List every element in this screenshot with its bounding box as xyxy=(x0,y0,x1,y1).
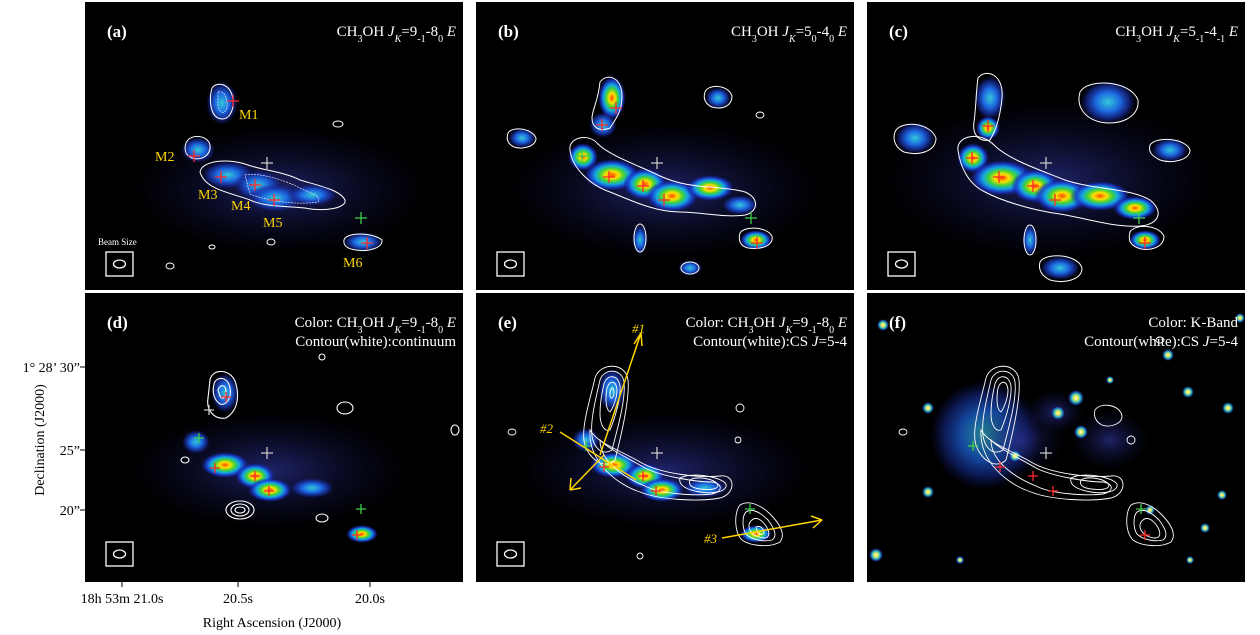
star xyxy=(1145,505,1155,515)
star xyxy=(1051,406,1065,420)
y-axis-label: Declination (J2000) xyxy=(33,384,48,496)
star xyxy=(1235,313,1245,323)
star xyxy=(1200,523,1210,533)
star xyxy=(1186,556,1194,564)
panel-label-d: (d) xyxy=(107,313,128,332)
panel-label-a: (a) xyxy=(107,22,127,41)
star xyxy=(1162,349,1174,361)
panel-title-e-line-1: Color: CH3OH JK=9-1-80 E xyxy=(686,315,847,336)
beam-box-c xyxy=(887,251,916,277)
panel-title-d-line-1: Color: CH3OH JK=9-1-80 E xyxy=(295,315,456,336)
panel-title-c-line-1: CH3OH JK=5-1-4-1 E xyxy=(1115,24,1238,45)
panel-label-c: (c) xyxy=(889,22,908,41)
core-label-m1: M1 xyxy=(239,108,258,123)
panel-title-e-line-2: Contour(white):CS J=5-4 xyxy=(693,334,847,350)
star xyxy=(1222,402,1234,414)
arrow-label-2: #2 xyxy=(540,421,554,436)
core-label-m6: M6 xyxy=(343,256,362,271)
y-tick-25: 25” xyxy=(60,444,80,459)
star xyxy=(877,319,889,331)
beam-box-e xyxy=(496,541,525,567)
x-tick-205: 20.5s xyxy=(223,592,253,607)
beam-box-b xyxy=(496,251,525,277)
star xyxy=(869,548,883,562)
star xyxy=(1068,390,1084,406)
star xyxy=(1182,386,1194,398)
panel-label-b: (b) xyxy=(498,22,519,41)
x-tick-21: 18h 53m 21.0s xyxy=(81,592,164,607)
panel-title-a-line-1: CH3OH JK=9-1-80 E xyxy=(337,24,456,45)
panel-title-b-line-1: CH3OH JK=50-40 E xyxy=(731,24,847,45)
panel-label-f: (f) xyxy=(889,313,906,332)
y-tick-30: 1° 28’ 30” xyxy=(23,361,80,376)
panel-c-emission xyxy=(880,73,1220,282)
panel-label-e: (e) xyxy=(498,313,517,332)
core-label-m3: M3 xyxy=(198,188,217,203)
core-label-m2: M2 xyxy=(155,150,174,165)
star xyxy=(922,402,934,414)
panel-f-emission xyxy=(869,313,1245,564)
x-tick-20: 20.0s xyxy=(355,592,385,607)
beam-box-d xyxy=(105,541,134,567)
star xyxy=(922,486,934,498)
x-axis-label: Right Ascension (J2000) xyxy=(203,616,342,631)
star xyxy=(956,556,964,564)
beam-markers xyxy=(105,251,916,567)
outflow-arrows xyxy=(559,332,823,539)
core-label-m5: M5 xyxy=(263,216,282,231)
arrow-label-3: #3 xyxy=(704,531,718,546)
axis-ticks xyxy=(80,366,371,587)
arrow-label-1: #1 xyxy=(632,321,645,336)
cross-markers xyxy=(188,95,1151,540)
star xyxy=(1106,376,1114,384)
beam-size-label: Beam Size xyxy=(98,237,137,247)
beam-box-a xyxy=(105,251,134,277)
core-label-m4: M4 xyxy=(231,199,250,214)
panel-title-f-line-2: Contour(white):CS J=5-4 xyxy=(1084,334,1238,350)
y-tick-20: 20” xyxy=(60,504,80,519)
star xyxy=(1217,490,1227,500)
panel-a-emission xyxy=(130,81,430,270)
panel-title-f-line-1: Color: K-Band xyxy=(1148,315,1238,331)
star xyxy=(1074,425,1088,439)
panel-text: (a) CH3OH JK=9-1-80 E (b) CH3OH JK=50-40 E (… xyxy=(107,22,1238,350)
panel-title-d-line-2: Contour(white):continuum xyxy=(295,334,456,350)
